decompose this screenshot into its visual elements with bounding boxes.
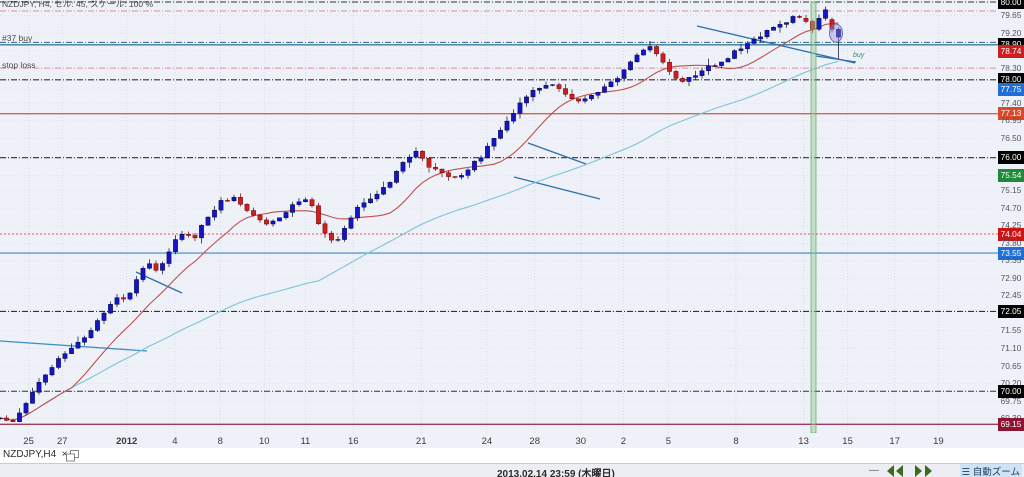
svg-text:2012: 2012 (116, 436, 137, 447)
svg-text:19: 19 (933, 436, 944, 447)
svg-text:8: 8 (218, 436, 223, 447)
svg-text:15: 15 (842, 436, 853, 447)
svg-text:11: 11 (300, 436, 310, 447)
svg-text:28: 28 (529, 436, 540, 447)
svg-text:8: 8 (733, 436, 738, 447)
svg-text:27: 27 (57, 436, 68, 447)
svg-text:5: 5 (666, 436, 671, 447)
svg-text:4: 4 (172, 436, 177, 447)
svg-text:24: 24 (482, 436, 493, 447)
svg-text:2: 2 (621, 436, 626, 447)
svg-text:17: 17 (889, 436, 900, 447)
svg-text:25: 25 (23, 436, 34, 447)
svg-text:13: 13 (798, 436, 809, 447)
svg-text:30: 30 (576, 436, 587, 447)
svg-text:10: 10 (259, 436, 270, 447)
svg-text:16: 16 (348, 436, 359, 447)
svg-text:21: 21 (416, 436, 427, 447)
